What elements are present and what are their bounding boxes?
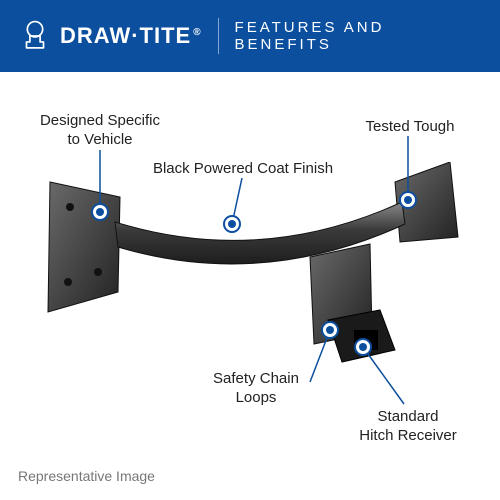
callout-safety-chain: Safety Chain Loops — [196, 370, 316, 408]
brand-wordmark: DRAW·TITE® — [60, 23, 202, 49]
callout-label-text: Safety Chain Loops — [213, 370, 299, 406]
representative-image-note: Representative Image — [18, 468, 155, 484]
callout-label-text: Designed Specific to Vehicle — [40, 112, 160, 148]
header-divider — [218, 18, 219, 54]
diagram-area: Designed Specific to Vehicle Black Power… — [0, 72, 500, 500]
header-bar: DRAW·TITE® FEATURES AND BENEFITS — [0, 0, 500, 72]
brand-name-text: DRAW·TITE — [60, 23, 191, 48]
infographic-root: DRAW·TITE® FEATURES AND BENEFITS — [0, 0, 500, 500]
callout-black-finish: Black Powered Coat Finish — [128, 160, 358, 179]
callout-tested-tough: Tested Tough — [350, 118, 470, 137]
registered-mark: ® — [193, 27, 201, 38]
hitch-ball-icon — [18, 19, 52, 53]
callout-hitch-receiver: Standard Hitch Receiver — [338, 408, 478, 446]
callout-designed-specific: Designed Specific to Vehicle — [20, 112, 180, 150]
brand-logo: DRAW·TITE® — [18, 19, 202, 53]
callout-label-text: Tested Tough — [366, 118, 455, 135]
callout-label-text: Black Powered Coat Finish — [153, 160, 333, 177]
callout-label-text: Standard Hitch Receiver — [359, 408, 457, 444]
header-title: FEATURES AND BENEFITS — [235, 19, 482, 53]
hitch-illustration — [40, 162, 460, 382]
